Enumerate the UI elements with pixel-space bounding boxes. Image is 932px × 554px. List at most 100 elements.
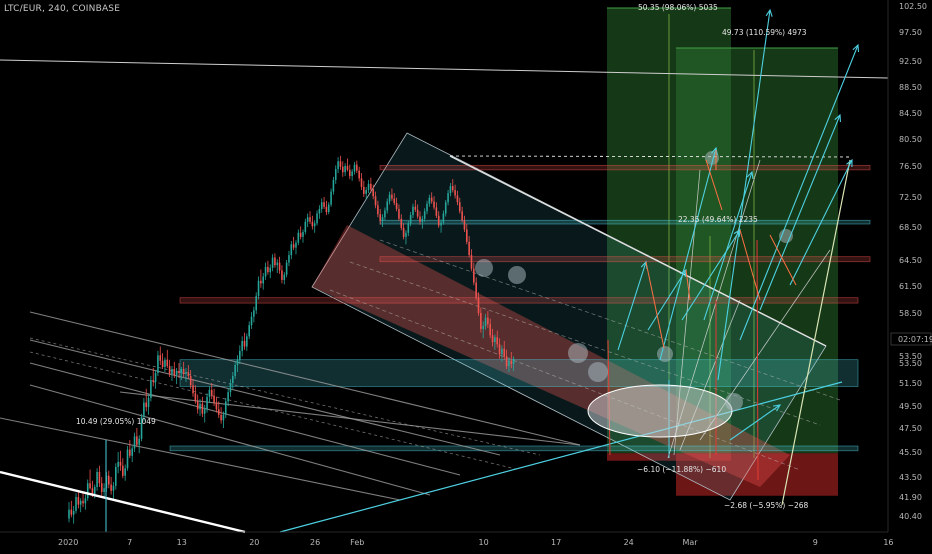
candle-body [454, 190, 456, 196]
candle-body [189, 376, 192, 386]
x-tick-label: 17 [551, 538, 561, 547]
candle-body [271, 257, 274, 268]
candle-body [412, 206, 414, 215]
annotation-label: 10.49 (29.05%) 1049 [76, 417, 156, 426]
candle-body [196, 401, 199, 410]
candle-body [182, 369, 185, 374]
candle-body [236, 359, 239, 365]
drop-arrow [769, 234, 797, 286]
candle-body [318, 209, 321, 214]
candle-body [407, 223, 410, 233]
wedge-line [449, 155, 827, 347]
marker-circle [657, 346, 673, 362]
y-tick-label: 64.50 [899, 256, 922, 265]
candle-body [262, 276, 265, 284]
candle-body [386, 201, 389, 211]
candle-body [131, 448, 133, 456]
candle-body [440, 222, 442, 226]
candle-body [334, 169, 337, 180]
candle-body [309, 217, 311, 222]
candle-body [367, 183, 370, 191]
candle-body [433, 201, 435, 208]
candle-body [349, 169, 351, 177]
candle-body [426, 203, 428, 212]
candle-body [203, 409, 206, 414]
candle-body [119, 462, 122, 466]
y-tick-label: 76.50 [899, 162, 922, 171]
candle-body [187, 372, 190, 376]
candle-body [103, 488, 105, 492]
candle-body [416, 209, 419, 217]
candle-body [344, 166, 346, 173]
candle-body [82, 500, 84, 504]
candle-body [505, 356, 508, 366]
candle-body [264, 266, 267, 277]
fan-line [119, 391, 581, 446]
fan-line [29, 339, 501, 456]
y-tick-label: 51.50 [899, 379, 922, 388]
y-tick-label: 43.50 [899, 473, 922, 482]
candle-body [374, 196, 377, 206]
marker-circle [725, 393, 743, 411]
candle-body [423, 211, 426, 219]
x-tick-label: 2020 [58, 538, 78, 547]
x-tick-label: 10 [479, 538, 489, 547]
candle-body [175, 371, 178, 375]
candle-body [133, 436, 136, 449]
candle-body [281, 270, 283, 280]
marker-circle [475, 259, 493, 277]
candle-body [70, 509, 73, 515]
candle-body [276, 262, 279, 266]
candle-body [208, 389, 211, 397]
x-tick-label: 7 [127, 538, 132, 547]
arrow-head [746, 170, 754, 180]
candle-body [437, 215, 440, 226]
candle-body [201, 403, 204, 414]
candle-body [391, 194, 393, 199]
projection-arrow [739, 44, 859, 341]
candle-body [316, 213, 318, 224]
candle-body [451, 186, 454, 191]
candle-body [508, 360, 510, 366]
y-tick-label: 88.50 [899, 83, 922, 92]
candle-body [253, 310, 255, 317]
candle-body [496, 337, 499, 345]
candle-body [395, 203, 398, 209]
candle-body [222, 414, 225, 421]
candle-body [468, 241, 470, 256]
candle-body [461, 211, 463, 221]
candle-body [159, 355, 162, 361]
candle-body [147, 397, 150, 408]
candle-body [173, 369, 176, 375]
candle-body [470, 255, 473, 269]
candle-body [323, 202, 325, 207]
countdown-label: 02:07:19 [898, 335, 932, 344]
candle-body [510, 360, 513, 364]
arrow-head [773, 404, 782, 412]
fan-line [29, 362, 461, 476]
candle-body [339, 161, 342, 167]
candle-body [274, 257, 276, 266]
candle-body [164, 359, 166, 367]
candle-body [248, 325, 250, 337]
candle-body [178, 371, 180, 373]
annotation-label: 49.73 (110.59%) 4973 [722, 28, 807, 37]
price-zone [379, 256, 871, 263]
candle-body [267, 266, 269, 273]
candle-body [302, 231, 304, 237]
candle-body [180, 369, 183, 373]
top-dashed [449, 155, 851, 158]
candle-body [337, 161, 339, 170]
arrow-head [846, 158, 853, 168]
current-price-label: 53.50 [899, 352, 922, 361]
candle-body [320, 202, 323, 209]
candle-body [152, 380, 155, 382]
price-zone [179, 359, 859, 387]
price-zone [169, 445, 859, 452]
x-tick-label: Feb [350, 538, 364, 547]
projection-arrow [729, 404, 781, 441]
candle-body [227, 392, 229, 402]
support-line [279, 381, 843, 533]
